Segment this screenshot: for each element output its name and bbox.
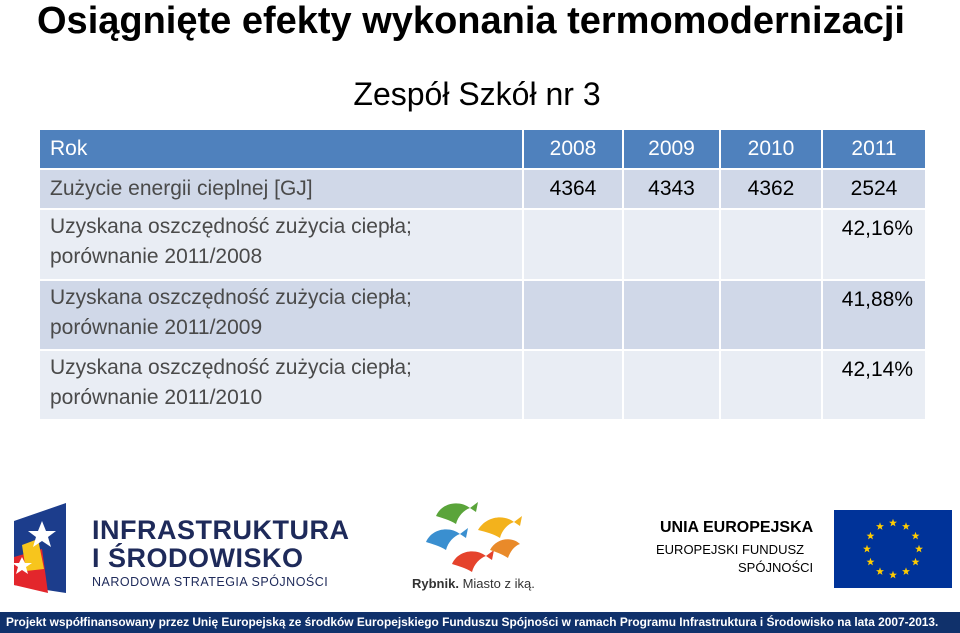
eu-fund-text: UNIA EUROPEJSKA EUROPEJSKI FUNDUSZ SPÓJN… bbox=[654, 512, 954, 592]
eu-star-icon bbox=[889, 518, 897, 527]
eu-flag-icon bbox=[834, 510, 952, 588]
savings-label: Uzyskana oszczędność zużycia ciepła; por… bbox=[38, 208, 524, 281]
energy-value: 2524 bbox=[821, 168, 927, 210]
empty-cell bbox=[719, 349, 823, 421]
energy-value: 4362 bbox=[719, 168, 823, 210]
savings-label-line1: Uzyskana oszczędność zużycia ciepła; bbox=[50, 286, 412, 309]
savings-label: Uzyskana oszczędność zużycia ciepła; por… bbox=[38, 279, 524, 351]
savings-label-line2: porównanie 2011/2009 bbox=[50, 316, 263, 339]
savings-value: 42,14% bbox=[821, 349, 927, 421]
table-header-row: Rok 2008 2009 2010 2011 bbox=[38, 128, 927, 170]
eu-star-icon bbox=[866, 557, 875, 566]
eu-star-icon bbox=[863, 544, 871, 553]
empty-cell bbox=[622, 208, 721, 281]
empty-cell bbox=[522, 349, 624, 421]
slide-subtitle: Zespół Szkół nr 3 bbox=[353, 76, 601, 112]
header-year: 2011 bbox=[821, 128, 927, 170]
savings-value: 41,88% bbox=[821, 279, 927, 351]
thermo-table: Rok 2008 2009 2010 2011 Zużycie energii … bbox=[38, 128, 927, 421]
empty-cell bbox=[522, 208, 624, 281]
rybnik-name: Rybnik. bbox=[412, 576, 459, 591]
eu-star-icon bbox=[902, 567, 910, 575]
rybnik-fish-icon bbox=[426, 502, 522, 572]
slide-title: Osiągnięte efekty wykonania termomoderni… bbox=[37, 0, 905, 42]
ifs-line2: I ŚRODOWISKO bbox=[92, 543, 304, 573]
header-label: Rok bbox=[38, 128, 524, 170]
empty-cell bbox=[719, 208, 823, 281]
eu-star-icon bbox=[911, 557, 920, 566]
ifs-line1: INFRASTRUKTURA bbox=[92, 515, 350, 545]
empty-cell bbox=[622, 349, 721, 421]
energy-value: 4364 bbox=[522, 168, 624, 210]
energy-value: 4343 bbox=[622, 168, 721, 210]
rybnik-caption: Rybnik. Miasto z iką. bbox=[412, 576, 535, 592]
eu-line2: EUROPEJSKI FUNDUSZ bbox=[656, 542, 805, 557]
table-row: Uzyskana oszczędność zużycia ciepła; por… bbox=[38, 349, 927, 421]
savings-label-line1: Uzyskana oszczędność zużycia ciepła; bbox=[50, 356, 412, 379]
table-row: Zużycie energii cieplnej [GJ] 4364 4343 … bbox=[38, 168, 927, 210]
empty-cell bbox=[522, 279, 624, 351]
savings-value: 42,16% bbox=[821, 208, 927, 281]
savings-label-line2: porównanie 2011/2010 bbox=[50, 386, 263, 409]
energy-label: Zużycie energii cieplnej [GJ] bbox=[38, 168, 524, 210]
eu-star-icon bbox=[915, 544, 923, 553]
header-year: 2008 bbox=[522, 128, 624, 170]
ifs-line3: NARODOWA STRATEGIA SPÓJNOŚCI bbox=[92, 575, 329, 589]
header-year: 2009 bbox=[622, 128, 721, 170]
empty-cell bbox=[719, 279, 823, 351]
rybnik-logo: Rybnik. Miasto z iką. bbox=[408, 494, 548, 598]
eu-star-icon bbox=[902, 522, 910, 530]
eu-line3: SPÓJNOŚCI bbox=[738, 560, 814, 575]
empty-cell bbox=[622, 279, 721, 351]
savings-label: Uzyskana oszczędność zużycia ciepła; por… bbox=[38, 349, 524, 421]
footer-note: Projekt współfinansowany przez Unię Euro… bbox=[0, 612, 960, 633]
savings-label-line1: Uzyskana oszczędność zużycia ciepła; bbox=[50, 215, 412, 238]
rybnik-slogan: Miasto z iką. bbox=[458, 576, 535, 591]
eu-star-icon bbox=[866, 531, 875, 540]
header-year: 2010 bbox=[719, 128, 823, 170]
table-row: Uzyskana oszczędność zużycia ciepła; por… bbox=[38, 279, 927, 351]
eu-star-icon bbox=[876, 522, 884, 530]
eu-star-icon bbox=[889, 570, 897, 579]
eu-star-icon bbox=[911, 531, 920, 540]
ifs-emblem-icon bbox=[12, 503, 66, 593]
infrastruktura-logo: INFRASTRUKTURA I ŚRODOWISKO NARODOWA STR… bbox=[4, 497, 349, 605]
eu-star-icon bbox=[876, 567, 884, 575]
table-row: Uzyskana oszczędność zużycia ciepła; por… bbox=[38, 208, 927, 281]
eu-line1: UNIA EUROPEJSKA bbox=[660, 519, 814, 536]
savings-label-line2: porównanie 2011/2008 bbox=[50, 245, 263, 268]
